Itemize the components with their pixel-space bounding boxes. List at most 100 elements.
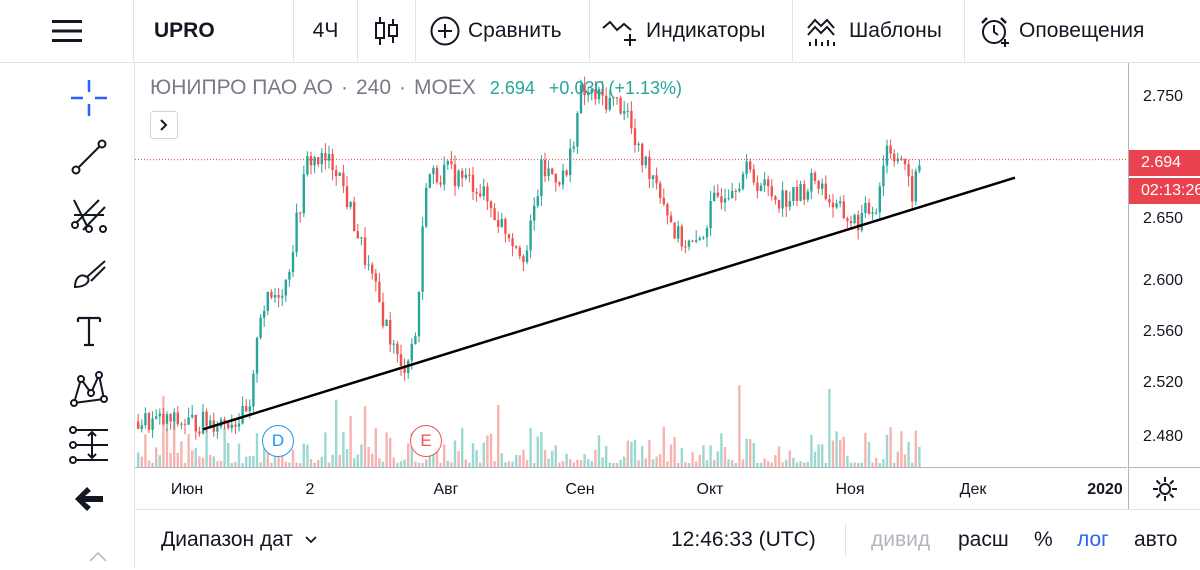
- volume-bar: [605, 446, 608, 467]
- symbol-search-button[interactable]: UPRO: [134, 0, 294, 62]
- trend-line-tool[interactable]: [64, 132, 114, 182]
- volume-bar: [457, 451, 460, 467]
- candle-body: [867, 203, 871, 214]
- price-scale[interactable]: 2.750 2.650 2.600 2.560 2.520 2.480: [1128, 63, 1200, 467]
- candle-body: [529, 220, 532, 251]
- candle-body: [331, 154, 334, 171]
- candle-body: [799, 184, 802, 201]
- candle-body: [655, 175, 658, 184]
- candle-body: [900, 158, 903, 160]
- candles-icon: [374, 17, 398, 45]
- candle-body: [612, 97, 615, 99]
- candle-body: [306, 156, 309, 175]
- candle-body: [680, 226, 683, 247]
- chart-type-button[interactable]: [358, 0, 416, 62]
- pattern-tool[interactable]: [64, 364, 114, 414]
- menu-button[interactable]: [0, 0, 134, 62]
- volume-bar: [853, 462, 856, 467]
- candle-body: [450, 161, 453, 165]
- volume-bar: [500, 453, 503, 467]
- volume-bar: [659, 454, 662, 467]
- text-tool[interactable]: [64, 306, 114, 356]
- volume-bar: [281, 455, 284, 467]
- candle-body: [543, 160, 547, 177]
- gann-fib-tool[interactable]: [64, 190, 114, 240]
- volume-bar: [338, 454, 341, 467]
- volume-bar: [169, 452, 172, 467]
- dividends-adjust-button[interactable]: дивид: [871, 510, 930, 570]
- volume-bar: [533, 463, 536, 467]
- candle-body: [500, 219, 503, 227]
- price-tick: 2.560: [1143, 323, 1184, 340]
- volume-bar: [813, 451, 817, 467]
- measure-tool[interactable]: [64, 420, 114, 470]
- volume-bar: [248, 456, 251, 467]
- candle-body: [183, 423, 187, 425]
- candle-body: [662, 197, 665, 205]
- candle-body: [605, 95, 608, 110]
- alerts-button[interactable]: Оповещения: [965, 0, 1200, 62]
- candle-body: [774, 196, 777, 200]
- volume-bar: [785, 459, 788, 467]
- timezone-button[interactable]: 12:46:33 (UTC): [671, 510, 816, 570]
- legend-symbol-name: ЮНИПРО ПАО АО: [150, 76, 333, 99]
- candle-body: [770, 186, 773, 197]
- volume-bar: [907, 442, 910, 467]
- chart-settings-button[interactable]: [1128, 467, 1200, 509]
- candle-body: [385, 320, 388, 326]
- volume-bar: [662, 426, 665, 467]
- brush-tool[interactable]: [64, 248, 114, 298]
- log-scale-button[interactable]: лог: [1077, 510, 1109, 570]
- candle-body: [367, 264, 370, 266]
- chevron-right-icon: [160, 119, 168, 131]
- date-range-button[interactable]: Диапазон дат: [161, 510, 317, 570]
- volume-bar: [414, 461, 417, 467]
- crosshair-tool[interactable]: [64, 73, 114, 123]
- legend-toggle-button[interactable]: [150, 111, 178, 139]
- percent-scale-button[interactable]: %: [1034, 510, 1053, 570]
- candle-body: [313, 157, 316, 166]
- candle-body: [590, 89, 593, 93]
- top-toolbar: UPRO 4Ч Сравнить Индикаторы Шаблоны Опов…: [0, 0, 1200, 63]
- volume-bar: [702, 445, 705, 467]
- price-chart[interactable]: [135, 63, 1127, 467]
- templates-button[interactable]: Шаблоны: [793, 0, 965, 62]
- indicators-button[interactable]: Индикаторы: [590, 0, 793, 62]
- volume-bar: [317, 460, 320, 467]
- candle-body: [558, 182, 561, 185]
- candle-body: [471, 174, 475, 192]
- volume-bar: [183, 462, 187, 467]
- candle-body: [349, 201, 352, 207]
- candle-body: [489, 201, 493, 209]
- volume-bar: [151, 462, 154, 467]
- volume-bar: [345, 449, 349, 467]
- volume-bar: [684, 462, 687, 467]
- time-axis[interactable]: Июн 2 Авг Сен Окт Ноя Дек 2020: [135, 467, 1127, 510]
- volume-bar: [705, 460, 709, 467]
- volume-bar: [219, 460, 223, 467]
- volume-bar: [173, 418, 176, 467]
- volume-bar: [824, 463, 827, 467]
- volume-bar: [201, 457, 205, 467]
- candle-body: [522, 256, 525, 263]
- volume-bar: [140, 456, 143, 467]
- volume-bar: [284, 461, 287, 467]
- volume-bar: [453, 440, 457, 467]
- candle-body: [579, 84, 583, 113]
- volume-bar: [187, 434, 190, 467]
- auto-scale-button[interactable]: авто: [1134, 510, 1177, 570]
- volume-bar: [504, 462, 507, 467]
- earnings-marker[interactable]: E: [410, 425, 442, 457]
- extended-hours-button[interactable]: расш: [958, 510, 1009, 570]
- candle-body: [205, 411, 208, 426]
- candle-body: [363, 237, 367, 265]
- dividend-marker[interactable]: D: [262, 425, 294, 457]
- drawn-trend-line[interactable]: [202, 176, 1016, 431]
- compare-button[interactable]: Сравнить: [416, 0, 590, 62]
- collapse-toolbar-button[interactable]: [80, 545, 116, 569]
- volume-bar: [601, 457, 604, 467]
- candle-body: [198, 431, 201, 434]
- interval-button[interactable]: 4Ч: [294, 0, 358, 62]
- candle-body: [187, 417, 190, 425]
- back-button[interactable]: [64, 474, 114, 524]
